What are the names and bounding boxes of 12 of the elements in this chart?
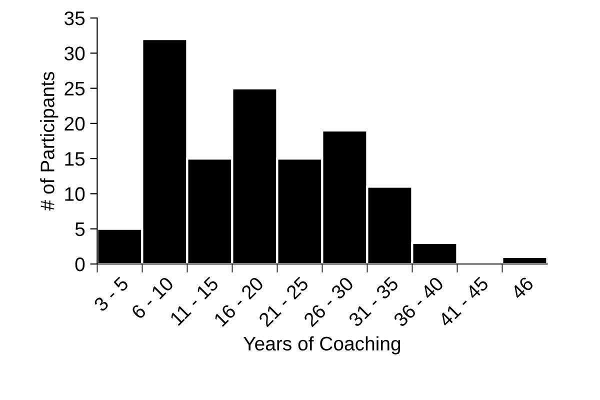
x-tick-label: 46 bbox=[510, 276, 534, 300]
y-tick-label: 35 bbox=[64, 11, 85, 26]
x-axis-title: Years of Coaching bbox=[244, 336, 400, 354]
y-tick-label: 30 bbox=[64, 46, 85, 60]
y-tick-label: 10 bbox=[65, 187, 85, 201]
y-tick-label: 5 bbox=[75, 222, 85, 236]
y-tick-label: 15 bbox=[65, 152, 85, 166]
y-axis-title: # of Participants bbox=[40, 72, 58, 211]
x-tick-label: 3 - 5 bbox=[93, 276, 130, 312]
y-tick-label: 20 bbox=[64, 116, 85, 131]
y-tick-label: 25 bbox=[64, 82, 85, 96]
y-tick-label: 0 bbox=[75, 257, 85, 272]
